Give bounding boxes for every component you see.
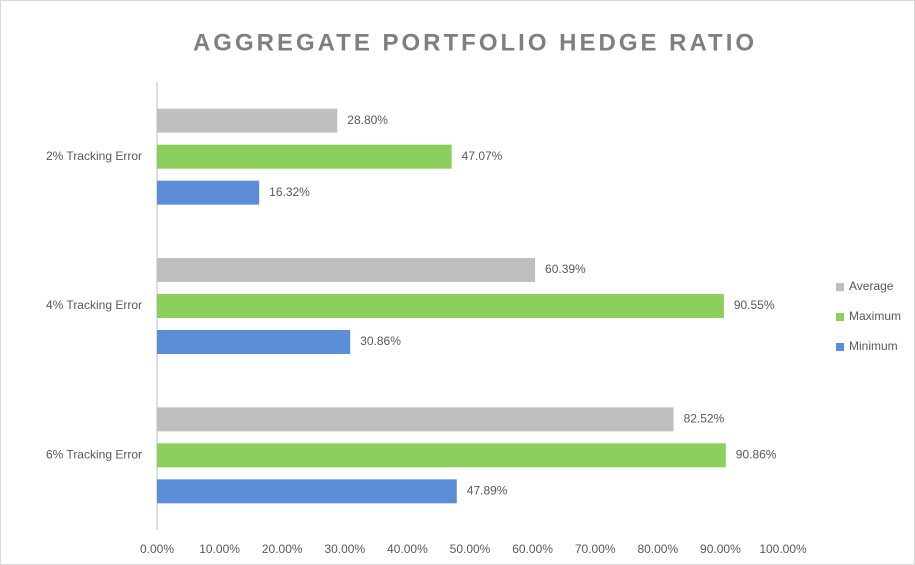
x-tick-label: 40.00% [387, 542, 428, 556]
bar [157, 108, 338, 133]
data-label: 82.52% [684, 412, 725, 426]
legend-swatch [836, 313, 844, 321]
x-tick-label: 90.00% [700, 542, 741, 556]
x-tick-label: 10.00% [199, 542, 240, 556]
data-label: 90.55% [734, 298, 775, 312]
x-tick-label: 100.00% [759, 542, 807, 556]
data-label: 47.89% [467, 484, 508, 498]
bar [157, 144, 452, 169]
legend-label: Minimum [849, 339, 898, 353]
bar [157, 258, 536, 282]
chart-title: AGGREGATE PORTFOLIO HEDGE RATIO [193, 29, 757, 56]
legend-label: Average [849, 279, 894, 293]
data-label: 90.86% [736, 448, 777, 462]
bar [157, 443, 726, 468]
y-tick-label: 2% Tracking Error [46, 149, 142, 163]
data-label: 16.32% [269, 185, 310, 199]
y-tick-label: 4% Tracking Error [46, 298, 142, 312]
y-tick-label: 6% Tracking Error [46, 448, 142, 462]
legend-swatch [836, 343, 844, 351]
data-label: 28.80% [347, 113, 388, 127]
bar [157, 407, 674, 432]
legend-swatch [836, 283, 844, 291]
legend-label: Maximum [849, 309, 901, 323]
x-tick-label: 70.00% [575, 542, 616, 556]
x-tick-label: 60.00% [512, 542, 553, 556]
bar [157, 294, 724, 318]
bar [157, 330, 351, 354]
x-tick-label: 80.00% [637, 542, 678, 556]
bar [157, 479, 457, 504]
data-label: 60.39% [545, 262, 586, 276]
bar [157, 180, 260, 205]
x-tick-label: 30.00% [324, 542, 365, 556]
x-tick-label: 50.00% [450, 542, 491, 556]
data-label: 30.86% [360, 334, 401, 348]
x-tick-label: 20.00% [262, 542, 303, 556]
data-label: 47.07% [462, 149, 503, 163]
x-tick-label: 0.00% [140, 542, 174, 556]
